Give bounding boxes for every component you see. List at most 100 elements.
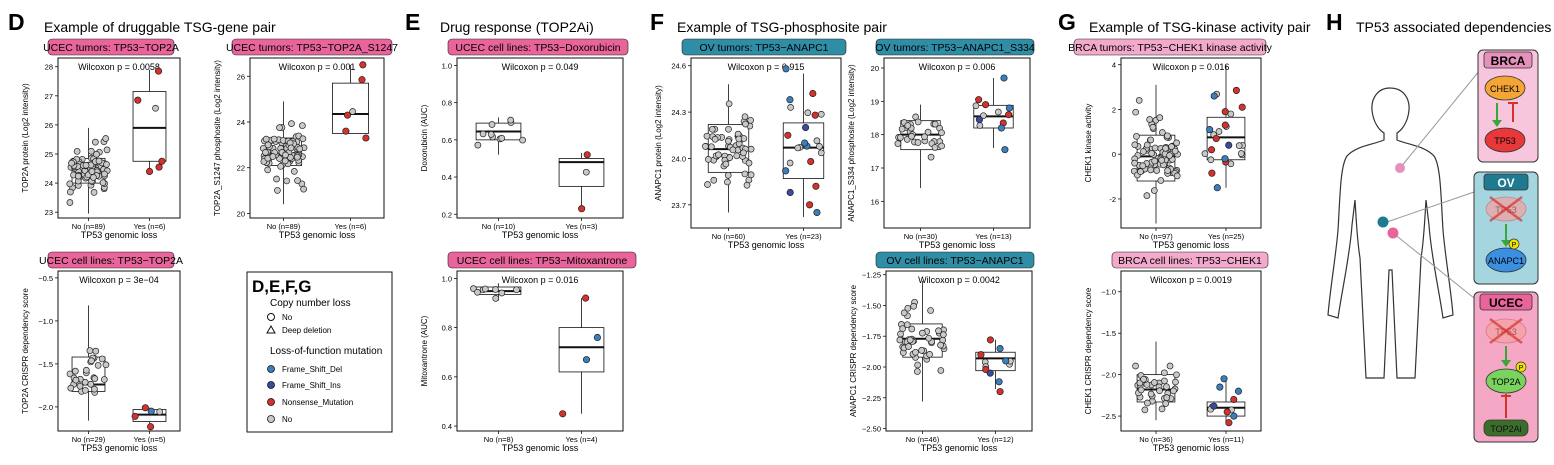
chart-banner-title: BRCA cell lines: TP53−CHEK1 <box>1118 255 1262 267</box>
data-point-nonsense-mutation <box>1230 395 1238 404</box>
data-point-nonsense-mutation <box>358 76 366 84</box>
data-point-no-mutation <box>1146 116 1153 123</box>
data-point-frame-shift-del <box>786 96 794 104</box>
brca-connector <box>1399 69 1481 169</box>
data-point-no-mutation <box>703 132 711 140</box>
x-tick-label: No (n=10) <box>482 222 516 231</box>
legend-cnl-no-symbol <box>267 313 275 321</box>
brca-chek1-node <box>1484 75 1526 101</box>
data-point-no-mutation <box>894 140 902 148</box>
data-point-no-mutation <box>1173 139 1180 147</box>
data-point-no-mutation <box>281 157 289 165</box>
data-point-no-mutation <box>912 348 919 356</box>
data-point-no-mutation <box>931 120 939 128</box>
data-point-no-mutation <box>264 166 272 174</box>
data-point-no-mutation <box>1139 162 1147 170</box>
chart-e2: UCEC cell lines: TP53−Mitoxantrone Wilcox… <box>420 251 637 453</box>
y-tick-label: −1.5 <box>1101 329 1116 338</box>
data-point-no-mutation <box>1171 147 1179 155</box>
y-tick-label: 0 <box>1112 150 1116 159</box>
y-tick-label: −2.5 <box>1101 412 1116 421</box>
data-point-no-mutation <box>745 159 753 167</box>
data-point-no-mutation <box>816 143 823 150</box>
data-point-no-mutation <box>1235 142 1243 149</box>
x-axis-label: TP53 genomic loss <box>81 230 158 240</box>
data-point-no-mutation <box>1172 378 1179 386</box>
y-axis-label: Mitoxantrone (AUC) <box>420 315 429 386</box>
chart-banner-title: OV tumors: TP53−ANAPC1 <box>699 42 828 54</box>
data-point-frame-shift-del <box>995 378 1003 386</box>
chart-pvalue: Wilcoxon p = 0.001 <box>279 62 356 72</box>
data-point-no-mutation <box>924 128 932 136</box>
data-point-no-mutation <box>702 143 709 150</box>
data-point-no-mutation <box>1207 156 1215 164</box>
data-point-nonsense-mutation <box>1212 134 1220 143</box>
data-point-no-mutation <box>1163 394 1171 401</box>
data-point-no-mutation <box>704 156 712 163</box>
legend-fsins-label: Frame_Shift_Ins <box>282 381 341 390</box>
data-point-no-mutation <box>283 177 291 185</box>
data-point-no-mutation <box>747 116 754 124</box>
data-point-nonsense-mutation <box>147 423 155 431</box>
data-point-no-mutation <box>794 144 802 152</box>
chart-pvalue: Wilcoxon p = 0.0019 <box>1150 275 1232 285</box>
legend-heading: D,E,F,G <box>252 277 312 296</box>
brca-chek1-label: CHEK1 <box>1490 84 1520 94</box>
data-point-no-mutation <box>747 171 755 179</box>
section-letter-e: E <box>405 9 420 35</box>
data-point-nonsense-mutation <box>343 111 352 119</box>
x-axis-label: TP53 genomic loss <box>1153 240 1230 250</box>
y-tick-label: −2.25 <box>862 394 881 403</box>
ov-phospho-badge <box>1508 238 1520 250</box>
x-tick-label: Yes (n=3) <box>565 222 598 231</box>
data-point-no-mutation <box>90 174 97 181</box>
data-point-frame-shift-del <box>782 65 790 73</box>
data-point-no-mutation <box>935 327 942 335</box>
data-point-no-mutation <box>1137 386 1145 394</box>
legend-fsdel-symbol <box>267 365 275 373</box>
data-point-no-mutation <box>1164 167 1171 175</box>
x-axis-label: TP53 genomic loss <box>919 240 996 250</box>
data-point-no-mutation <box>919 329 926 337</box>
y-tick-label: −1.50 <box>862 301 881 310</box>
data-point-no-mutation <box>270 135 278 143</box>
data-point-no-mutation <box>86 347 94 354</box>
y-tick-label: 0.8 <box>442 99 452 108</box>
y-tick-label: 20 <box>237 209 245 218</box>
data-point-no-mutation <box>1132 108 1140 116</box>
chart-pvalue: Wilcoxon p = 0.016 <box>502 275 579 285</box>
data-point-no-mutation <box>479 130 487 138</box>
y-tick-label: −1.75 <box>862 332 881 341</box>
data-point-nonsense-mutation <box>362 134 370 142</box>
data-point-no-mutation <box>1143 141 1151 149</box>
data-point-frame-shift-ins <box>1210 402 1218 410</box>
data-point-no-mutation <box>82 366 90 374</box>
y-axis-label: TOP2A_S1247 phosphosite (Log2 intensity) <box>213 60 222 216</box>
data-point-no-mutation <box>725 137 732 145</box>
data-point-no-mutation <box>715 151 722 159</box>
data-point-no-mutation <box>976 122 984 129</box>
data-point-no-mutation <box>735 135 743 143</box>
data-point-nonsense-mutation <box>1208 169 1216 177</box>
data-point-no-mutation <box>519 136 526 144</box>
data-point-no-mutation <box>1166 362 1174 370</box>
y-tick-label: −2.0 <box>1101 371 1116 380</box>
data-point-nonsense-mutation <box>1221 108 1229 116</box>
data-point-no-mutation <box>1133 132 1140 140</box>
data-point-no-mutation <box>908 325 916 333</box>
data-point-no-mutation <box>1137 168 1144 175</box>
ovary-marker <box>1377 216 1389 228</box>
section-title-g: Example of TSG-kinase activity pair <box>1089 19 1311 35</box>
x-tick-label: No (n=30) <box>904 232 938 241</box>
legend-nonsense-label: Nonsense_Mutation <box>282 398 353 407</box>
y-axis-label: ANAPC1 protein (Log2 intensity) <box>654 85 663 201</box>
data-point-no-mutation <box>277 162 285 170</box>
data-point-no-mutation <box>787 104 794 111</box>
data-point-frame-shift-del <box>1213 184 1221 192</box>
data-point-no-mutation <box>294 177 301 184</box>
data-point-no-mutation <box>349 108 356 115</box>
data-point-frame-shift-del <box>147 407 155 415</box>
data-point-no-mutation <box>93 150 100 158</box>
data-point-no-mutation <box>81 378 89 386</box>
data-point-no-mutation <box>95 157 103 165</box>
